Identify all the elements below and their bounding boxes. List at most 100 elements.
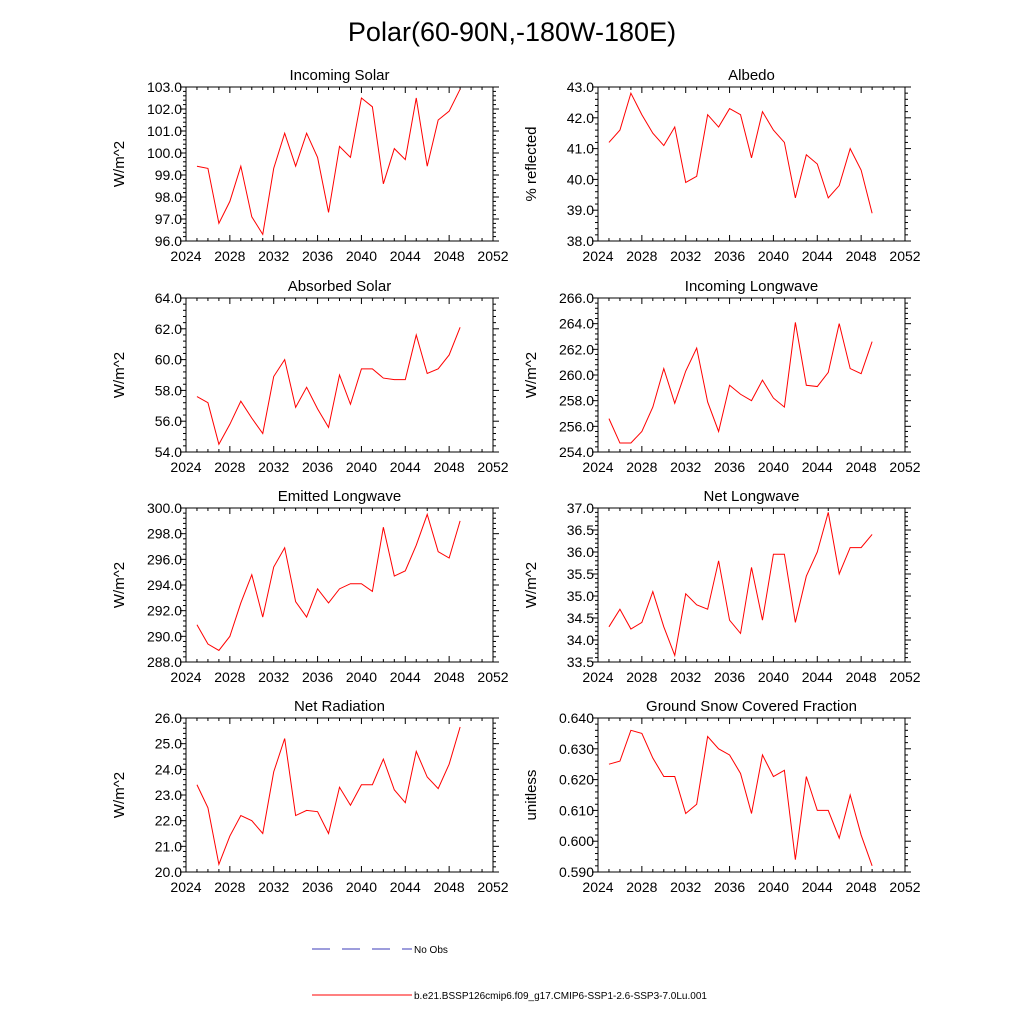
series-line: [608, 91, 873, 214]
y-tick-label: 58.0: [155, 382, 182, 398]
y-tick-label: 42.0: [567, 110, 594, 126]
panel-incoming-longwave: Incoming Longwave 2024 2028 2032 2036 2040 204…: [523, 278, 921, 475]
series-line: [196, 512, 461, 652]
panel-title: Ground Snow Covered Fraction: [646, 698, 857, 715]
x-tick-label: 2044: [390, 248, 421, 264]
y-axis-label: W/m^2: [111, 772, 128, 818]
x-tick-label: 2044: [802, 459, 833, 475]
x-tick-label: 2052: [477, 459, 508, 475]
y-tick-label: 98.0: [155, 189, 182, 205]
x-tick-label: 2036: [302, 669, 333, 685]
x-tick-label: 2048: [846, 669, 877, 685]
x-tick-label: 2040: [758, 669, 789, 685]
x-tick-label: 2028: [626, 248, 657, 264]
y-tick-label: 100.0: [147, 145, 182, 161]
y-tick-label: 40.0: [567, 171, 594, 187]
x-tick-label: 2048: [434, 248, 465, 264]
x-tick-label: 2024: [582, 248, 613, 264]
x-tick-label: 2032: [258, 669, 289, 685]
x-tick-label: 2052: [477, 879, 508, 895]
y-tick-label: 39.0: [567, 202, 594, 218]
x-tick-label: 2040: [346, 669, 377, 685]
x-tick-label: 2052: [477, 669, 508, 685]
x-tick-label: 2036: [714, 879, 745, 895]
y-tick-label: 99.0: [155, 167, 182, 183]
panel-title: Incoming Solar: [289, 67, 389, 84]
y-tick-label: 254.0: [559, 444, 594, 460]
panel-incoming-solar: Incoming Solar 2024 2028 2032 2036 2040 2044 20…: [111, 67, 509, 264]
y-tick-label: 0.630: [559, 741, 594, 757]
y-tick-label: 298.0: [147, 526, 182, 542]
x-tick-label: 2024: [582, 879, 613, 895]
x-tick-label: 2036: [714, 669, 745, 685]
panel-title: Albedo: [728, 67, 775, 84]
x-tick-label: 2036: [302, 248, 333, 264]
series-line: [196, 726, 461, 867]
y-tick-label: 43.0: [567, 79, 594, 95]
y-tick-label: 101.0: [147, 123, 182, 139]
x-tick-label: 2040: [346, 879, 377, 895]
y-tick-label: 23.0: [155, 787, 182, 803]
x-tick-label: 2052: [889, 459, 920, 475]
x-tick-label: 2044: [802, 879, 833, 895]
y-axis-label: unitless: [523, 770, 540, 821]
y-tick-label: 36.0: [567, 544, 594, 560]
y-tick-label: 35.0: [567, 588, 594, 604]
series-line: [608, 322, 873, 444]
plot-frame: [185, 717, 494, 873]
x-tick-label: 2048: [434, 879, 465, 895]
y-tick-label: 0.620: [559, 772, 594, 788]
x-tick-label: 2032: [670, 879, 701, 895]
x-tick-label: 2032: [258, 459, 289, 475]
y-tick-label: 296.0: [147, 551, 182, 567]
y-tick-label: 33.5: [567, 654, 594, 670]
legend-label-no-obs: No Obs: [414, 945, 448, 956]
panel-net-radiation: Net Radiation 2024 2028 2032 2036 2040 2044 204…: [111, 698, 509, 895]
plot-frame: [597, 717, 906, 873]
x-tick-label: 2052: [889, 669, 920, 685]
panel-title: Net Longwave: [704, 488, 800, 505]
x-tick-label: 2048: [434, 669, 465, 685]
y-tick-label: 60.0: [155, 352, 182, 368]
x-tick-label: 2024: [170, 879, 201, 895]
x-tick-label: 2028: [626, 879, 657, 895]
y-tick-label: 292.0: [147, 603, 182, 619]
x-tick-label: 2044: [802, 669, 833, 685]
y-tick-label: 26.0: [155, 710, 182, 726]
x-tick-label: 2036: [302, 879, 333, 895]
panel-title: Incoming Longwave: [685, 278, 818, 295]
panel-net-longwave: Net Longwave 2024 2028 2032 2036 2040 2044 2048…: [523, 488, 921, 685]
y-tick-label: 102.0: [147, 101, 182, 117]
y-tick-label: 54.0: [155, 444, 182, 460]
y-tick-label: 62.0: [155, 321, 182, 337]
x-tick-label: 2036: [714, 248, 745, 264]
x-tick-label: 2032: [670, 459, 701, 475]
x-tick-label: 2036: [302, 459, 333, 475]
y-tick-label: 96.0: [155, 233, 182, 249]
x-tick-label: 2048: [846, 248, 877, 264]
y-tick-label: 20.0: [155, 864, 182, 880]
x-tick-label: 2040: [758, 248, 789, 264]
y-tick-label: 36.5: [567, 522, 594, 538]
series-line: [608, 512, 873, 658]
y-axis-label: % reflected: [523, 126, 540, 201]
plot-frame: [185, 86, 494, 242]
x-tick-label: 2040: [758, 879, 789, 895]
x-tick-label: 2044: [390, 879, 421, 895]
y-tick-label: 41.0: [567, 141, 594, 157]
x-tick-label: 2052: [889, 248, 920, 264]
x-tick-label: 2028: [214, 879, 245, 895]
panel-title: Absorbed Solar: [288, 278, 391, 295]
x-tick-label: 2048: [846, 459, 877, 475]
y-tick-label: 56.0: [155, 413, 182, 429]
x-tick-label: 2036: [714, 459, 745, 475]
x-tick-label: 2032: [670, 248, 701, 264]
x-tick-label: 2040: [758, 459, 789, 475]
plot-frame: [597, 297, 906, 453]
x-tick-label: 2024: [170, 248, 201, 264]
y-tick-label: 38.0: [567, 233, 594, 249]
plot-frame: [597, 86, 906, 242]
y-tick-label: 260.0: [559, 367, 594, 383]
panel-emitted-longwave: Emitted Longwave 2024 2028 2032 2036 2040 2044…: [111, 488, 509, 685]
